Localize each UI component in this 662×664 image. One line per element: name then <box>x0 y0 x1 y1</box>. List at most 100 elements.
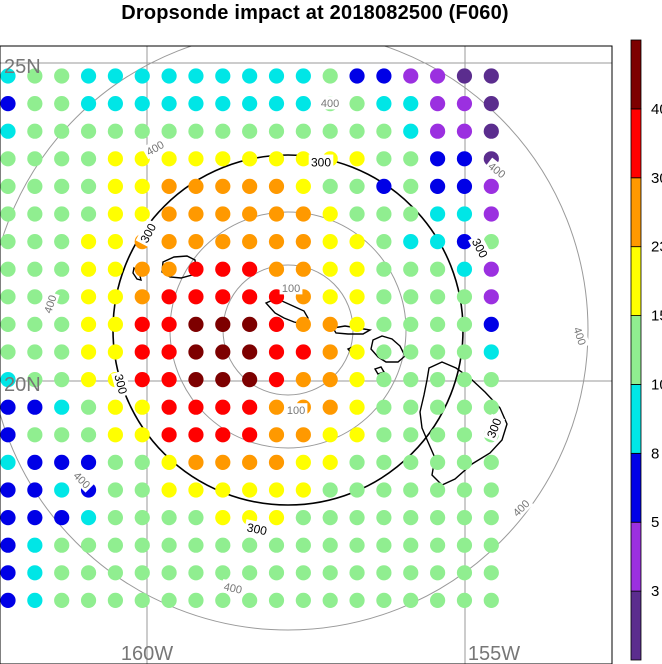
colorbar-swatch <box>630 452 642 523</box>
impact-dot <box>215 537 231 553</box>
impact-dot <box>215 509 231 526</box>
impact-dot <box>134 537 150 553</box>
impact-dot <box>54 454 70 470</box>
impact-dot <box>456 399 473 415</box>
impact-dot <box>215 96 231 112</box>
colorbar-swatch <box>630 39 642 110</box>
impact-dot <box>188 482 204 498</box>
impact-dot <box>483 234 499 250</box>
impact-dot <box>403 68 419 84</box>
impact-dot <box>80 592 97 609</box>
impact-dot <box>403 206 419 222</box>
impact-dot <box>161 565 177 581</box>
impact-dot <box>376 151 392 167</box>
impact-dot <box>242 123 258 139</box>
impact-dot <box>376 234 392 250</box>
impact-dot <box>322 399 338 415</box>
impact-dot <box>161 372 177 388</box>
impact-dot <box>188 178 204 194</box>
impact-dot <box>322 427 338 443</box>
impact-dot <box>0 178 16 194</box>
impact-dot <box>403 565 419 581</box>
impact-dot <box>188 344 204 360</box>
impact-dot <box>430 372 446 388</box>
range-ring-400 <box>0 46 589 631</box>
ring-label: 100 <box>279 281 303 295</box>
impact-dot <box>54 592 70 609</box>
plot-frame <box>0 45 613 664</box>
impact-dot <box>322 261 338 277</box>
impact-dot <box>483 482 499 498</box>
impact-dot <box>27 565 43 581</box>
impact-dot <box>322 344 338 360</box>
impact-dot <box>403 123 419 139</box>
lon-label-160w: 160W <box>121 643 173 664</box>
impact-dot <box>403 234 419 250</box>
svg-text:300: 300 <box>111 373 130 396</box>
impact-dot <box>0 123 16 139</box>
impact-dot <box>80 565 97 581</box>
impact-dot <box>430 427 446 443</box>
impact-dot <box>268 316 285 332</box>
impact-dot <box>483 316 499 332</box>
impact-dot <box>188 592 204 609</box>
map-area: 1001003003003003003003004004004004004004… <box>0 46 612 664</box>
impact-dot <box>268 372 285 388</box>
maui-island <box>370 335 406 363</box>
impact-dot <box>27 344 43 360</box>
impact-dot <box>349 96 365 112</box>
big-island <box>419 361 508 486</box>
impact-dot <box>430 96 446 112</box>
impact-dot <box>268 565 285 581</box>
impact-dot <box>80 96 97 112</box>
impact-dot <box>483 206 499 222</box>
impact-dot <box>188 399 204 415</box>
colorbar-tick-label: 3 <box>651 583 659 600</box>
impact-dot <box>295 454 311 470</box>
impact-dot <box>107 592 123 609</box>
impact-dot <box>107 234 123 250</box>
impact-dot <box>134 482 150 498</box>
impact-dot <box>295 96 311 112</box>
impact-dot <box>215 372 231 388</box>
impact-dot <box>322 289 338 305</box>
impact-dot <box>161 234 177 250</box>
impact-dot <box>456 344 473 360</box>
impact-dot <box>376 427 392 443</box>
impact-dot <box>430 123 446 139</box>
impact-dot <box>54 261 70 277</box>
impact-dot <box>215 289 231 305</box>
impact-dot <box>242 592 258 609</box>
impact-dot <box>430 206 446 222</box>
impact-dot <box>242 454 258 470</box>
impact-dot <box>376 565 392 581</box>
impact-dot <box>107 537 123 553</box>
impact-dot <box>456 68 473 84</box>
impact-dot <box>295 178 311 194</box>
kahoolawe-island <box>373 366 386 375</box>
impact-dot <box>376 123 392 139</box>
impact-dot <box>134 316 150 332</box>
impact-dot <box>483 123 499 139</box>
impact-dot <box>376 482 392 498</box>
impact-dot <box>430 509 446 526</box>
impact-dot <box>54 427 70 443</box>
impact-dot <box>107 261 123 277</box>
impact-dot <box>27 482 43 498</box>
impact-dot <box>295 261 311 277</box>
impact-dot <box>107 178 123 194</box>
impact-dot <box>134 592 150 609</box>
impact-dot <box>215 178 231 194</box>
impact-dot <box>107 399 123 415</box>
impact-dot <box>430 234 446 250</box>
impact-dot <box>268 151 285 167</box>
impact-dot <box>0 537 16 553</box>
impact-dot <box>268 509 285 526</box>
impact-dot <box>268 261 285 277</box>
impact-dot <box>242 151 258 167</box>
impact-dot <box>54 509 70 526</box>
impact-dot <box>134 565 150 581</box>
impact-dot <box>242 427 258 443</box>
impact-dot <box>27 509 43 526</box>
impact-dot <box>134 96 150 112</box>
